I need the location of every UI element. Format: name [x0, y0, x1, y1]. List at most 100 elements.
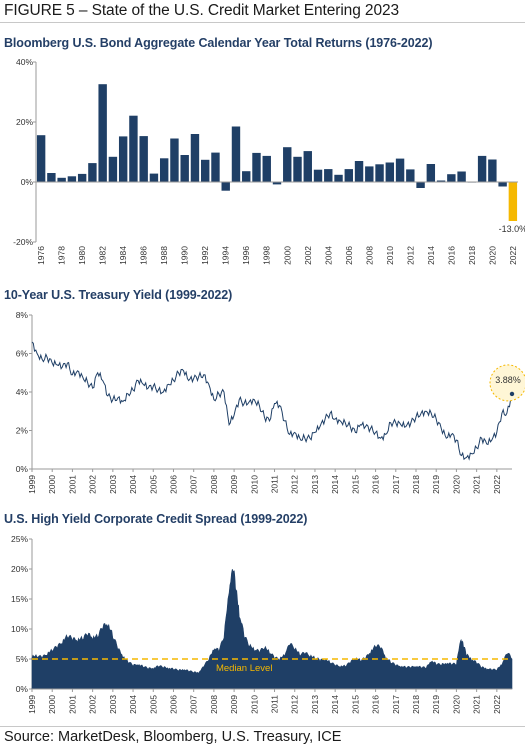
yield-line: [31, 341, 513, 461]
bar-2013: [416, 182, 425, 188]
bar-2017: [457, 171, 466, 182]
y-tick-label: 5%: [16, 654, 29, 664]
y-tick-label: 8%: [16, 310, 29, 320]
x-tick-label: 2017: [391, 695, 401, 714]
bar-1998: [262, 155, 271, 182]
y-tick-label: 20%: [11, 564, 28, 574]
bar-data-label: -13.0%: [499, 224, 525, 234]
x-tick-label: 1980: [77, 246, 87, 265]
bar-2011: [395, 158, 405, 182]
x-tick-label: 2007: [189, 475, 199, 494]
bar-1984: [118, 136, 128, 182]
x-tick-label: 2021: [472, 695, 482, 714]
x-tick-label: 2001: [67, 695, 77, 714]
hy-spread-chart-title: U.S. High Yield Corporate Credit Spread …: [4, 512, 308, 526]
y-tick-label: 25%: [11, 534, 28, 544]
bar-1996: [242, 171, 251, 182]
x-tick-label: 2013: [310, 695, 320, 714]
x-tick-label: 2013: [310, 475, 320, 494]
bar-1995: [231, 126, 241, 182]
x-tick-label: 2018: [411, 475, 421, 494]
x-tick-label: 2016: [371, 695, 381, 714]
bar-1978: [57, 177, 66, 182]
x-tick-label: 2008: [209, 475, 219, 494]
x-tick-label: 1994: [221, 246, 231, 265]
y-tick-label: 40%: [16, 57, 33, 67]
bond-returns-chart-title: Bloomberg U.S. Bond Aggregate Calendar Y…: [4, 36, 433, 50]
x-tick-label: 2010: [249, 475, 259, 494]
x-tick-label: 2014: [330, 475, 340, 494]
x-tick-label: 2000: [47, 695, 57, 714]
x-tick-label: 2020: [487, 246, 497, 265]
x-tick-label: 1986: [139, 246, 149, 265]
x-tick-label: 2002: [303, 246, 313, 265]
x-tick-label: 2012: [405, 246, 415, 265]
spread-area: [31, 569, 513, 690]
bar-2015: [436, 180, 446, 182]
x-tick-label: 2006: [168, 695, 178, 714]
bar-2005: [334, 174, 343, 182]
x-tick-label: 2010: [249, 695, 259, 714]
bar-2012: [406, 169, 415, 182]
y-tick-label: 0%: [16, 684, 29, 694]
x-tick-label: 2017: [391, 475, 401, 494]
bar-2002: [303, 151, 312, 182]
bar-1980: [77, 173, 87, 182]
bar-1981: [88, 163, 97, 182]
x-tick-label: 2014: [426, 246, 436, 265]
source-divider: [0, 726, 525, 727]
y-tick-label: -20%: [13, 237, 33, 247]
bar-2021: [498, 182, 507, 187]
x-tick-label: 2016: [371, 475, 381, 494]
x-tick-label: 1998: [262, 246, 272, 265]
x-tick-label: 2022: [508, 246, 518, 265]
x-tick-label: 2008: [209, 695, 219, 714]
treasury-yield-chart-title: 10-Year U.S. Treasury Yield (1999-2022): [4, 288, 233, 302]
x-tick-label: 2005: [148, 475, 158, 494]
x-tick-label: 2000: [282, 246, 292, 265]
x-tick-label: 2001: [67, 475, 77, 494]
bar-1982: [98, 84, 107, 182]
bar-2014: [426, 164, 436, 182]
bar-2019: [477, 155, 487, 182]
x-tick-label: 2002: [88, 695, 98, 714]
x-tick-label: 1992: [200, 246, 210, 265]
source-note: Source: MarketDesk, Bloomberg, U.S. Trea…: [4, 729, 342, 745]
x-tick-label: 1990: [180, 246, 190, 265]
bar-1976: [36, 135, 46, 182]
bar-2020: [488, 159, 497, 182]
bar-2022: [508, 182, 518, 221]
x-tick-label: 2002: [88, 475, 98, 494]
bar-2007: [354, 161, 364, 182]
x-tick-label: 2012: [290, 475, 300, 494]
bar-2010: [385, 162, 395, 182]
x-tick-label: 2006: [344, 246, 354, 265]
x-tick-label: 2011: [270, 475, 280, 494]
x-tick-label: 1982: [98, 246, 108, 265]
y-tick-label: 15%: [11, 594, 28, 604]
x-tick-label: 2020: [451, 475, 461, 494]
x-tick-label: 1984: [118, 246, 128, 265]
x-tick-label: 2005: [148, 695, 158, 714]
x-tick-label: 2000: [47, 475, 57, 494]
x-tick-label: 1999: [27, 695, 37, 714]
x-tick-label: 2004: [323, 246, 333, 265]
x-tick-label: 2019: [431, 475, 441, 494]
x-tick-label: 2014: [330, 695, 340, 714]
x-tick-label: 2020: [451, 695, 461, 714]
bar-1992: [201, 159, 210, 182]
x-tick-label: 2018: [411, 695, 421, 714]
bar-1986: [139, 136, 148, 182]
bar-2000: [283, 147, 292, 182]
bar-1983: [108, 156, 118, 182]
bar-1991: [190, 134, 200, 182]
x-tick-label: 2012: [290, 695, 300, 714]
x-tick-label: 2015: [350, 475, 360, 494]
x-tick-label: 1976: [36, 246, 46, 265]
bar-1997: [252, 152, 261, 182]
bar-1994: [221, 182, 230, 191]
end-point-marker: [509, 391, 515, 397]
x-tick-label: 2021: [472, 475, 482, 494]
x-tick-label: 2011: [270, 695, 280, 714]
x-tick-label: 2022: [492, 475, 502, 494]
